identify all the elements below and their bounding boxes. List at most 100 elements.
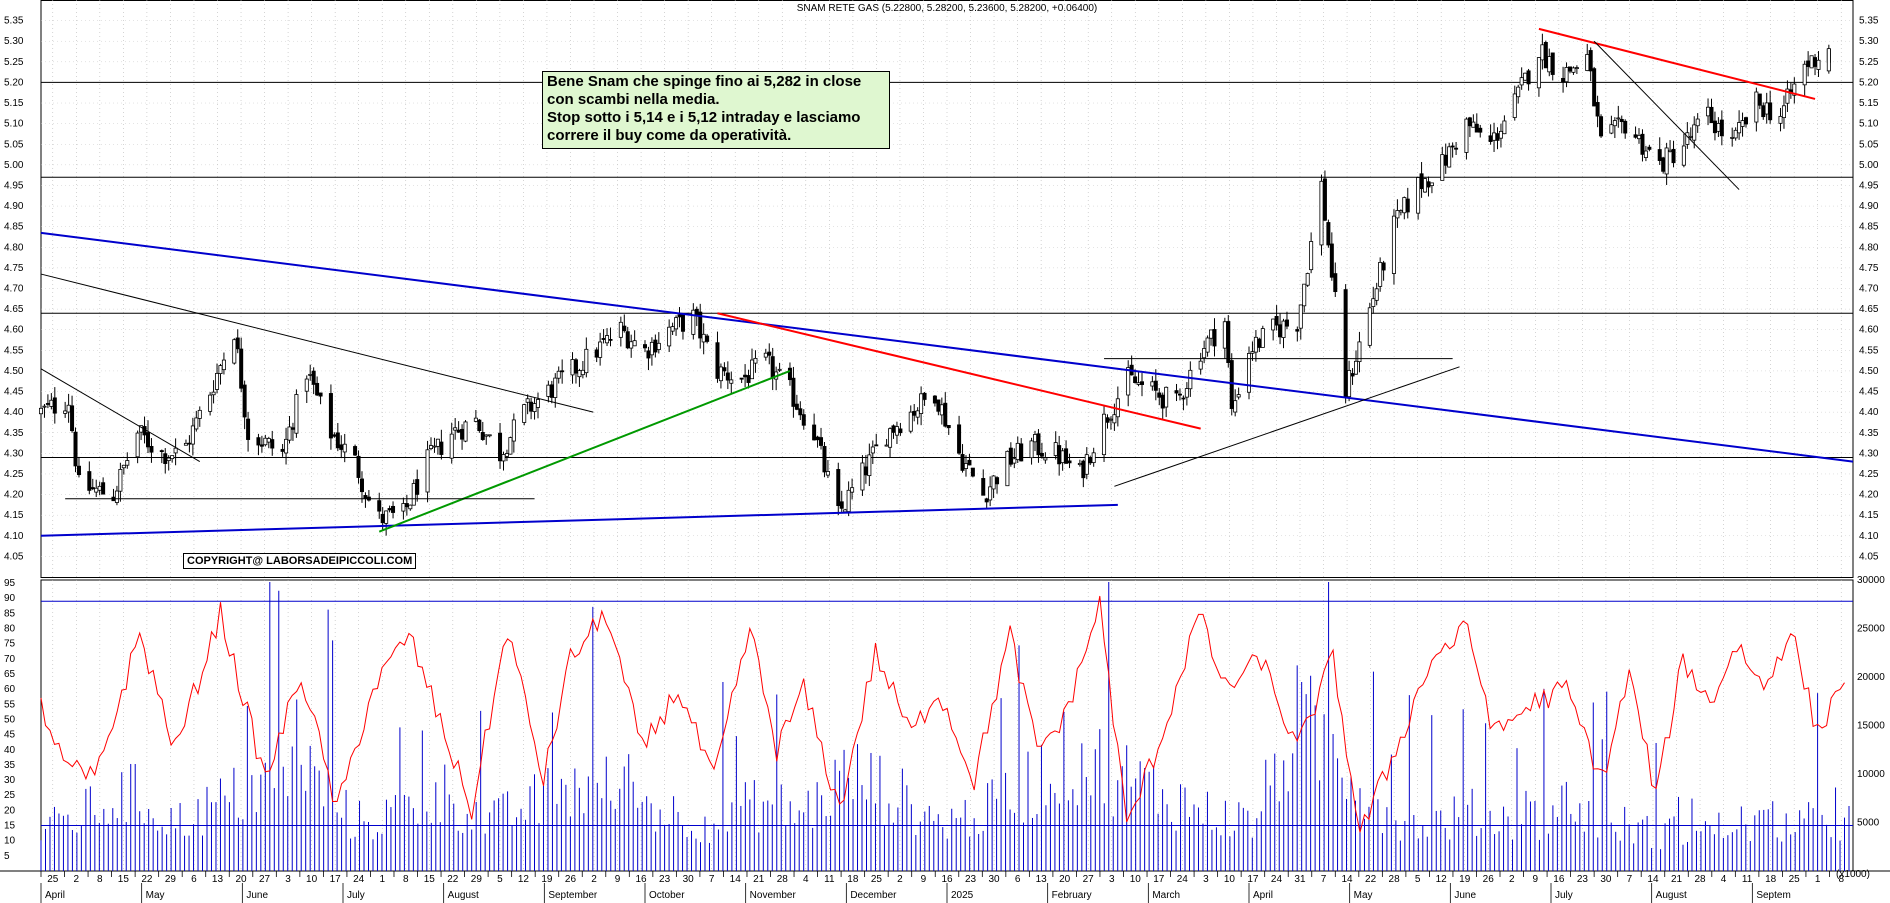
candle-body — [618, 321, 623, 338]
candle-body — [598, 341, 603, 358]
candle-body — [1616, 117, 1621, 120]
candle-body — [1112, 414, 1117, 424]
month-label: October — [649, 890, 685, 901]
candle-body — [121, 464, 126, 469]
day-tick-label: 5 — [497, 874, 503, 885]
candle-body — [73, 431, 78, 467]
candle-body — [701, 333, 706, 343]
candle-body — [536, 399, 541, 408]
candle-body — [791, 377, 796, 407]
candle-body — [957, 424, 962, 454]
candle-body — [529, 401, 534, 412]
chart-grid — [41, 0, 1853, 871]
candle-body — [1706, 106, 1711, 117]
candle-body — [1754, 91, 1759, 123]
candle-body — [1057, 445, 1062, 465]
candle-body — [1391, 215, 1396, 274]
month-label: 2025 — [951, 890, 974, 901]
candle-body — [94, 487, 99, 493]
candle-body — [787, 367, 792, 381]
candle-body — [970, 467, 975, 477]
day-tick-label: 2 — [897, 874, 903, 885]
volume-tick-label: 30000 — [1857, 575, 1885, 586]
day-tick-label: 11 — [824, 874, 835, 885]
candle-body — [1668, 149, 1673, 152]
candle-body — [1371, 298, 1376, 307]
candle-body — [45, 403, 50, 405]
candle-body — [922, 392, 927, 400]
candle-body — [888, 428, 893, 448]
day-tick-label: 7 — [1321, 874, 1327, 885]
candle-body — [1402, 197, 1407, 214]
day-tick-label: 13 — [212, 874, 224, 885]
candle-body — [52, 397, 57, 414]
candle-body — [284, 438, 289, 454]
trendline — [40, 273, 594, 413]
price-tick-label-right: 4.60 — [1859, 325, 1879, 336]
day-tick-label: 3 — [285, 874, 291, 885]
oscillator-tick-label: 95 — [4, 578, 16, 589]
candle-body — [1274, 315, 1279, 326]
price-tick-label-left: 4.60 — [4, 325, 24, 336]
candle-body — [211, 391, 216, 396]
day-tick-label: 8 — [97, 874, 103, 885]
candle-body — [1688, 135, 1693, 138]
candle-body — [743, 374, 748, 378]
candle-body — [963, 463, 968, 469]
candle-body — [1416, 177, 1421, 214]
candle-body — [553, 377, 558, 398]
note-line: con scambi nella media. — [547, 91, 720, 108]
candle-body — [1806, 60, 1811, 67]
candle-body — [643, 344, 648, 349]
candle-body — [66, 404, 71, 413]
oscillator-tick-label: 70 — [4, 654, 16, 665]
day-tick-label: 30 — [989, 874, 1001, 885]
candle-body — [984, 498, 989, 503]
candle-body — [1802, 63, 1807, 86]
candle-body — [1053, 442, 1058, 456]
day-tick-label: 4 — [1721, 874, 1727, 885]
candle-body — [166, 457, 171, 461]
candle-body — [1737, 122, 1742, 134]
day-tick-label: 25 — [47, 874, 59, 885]
day-tick-label: 29 — [165, 874, 177, 885]
candle-body — [315, 382, 320, 396]
price-tick-label-right: 4.80 — [1859, 242, 1879, 253]
candle-body — [746, 375, 751, 383]
day-tick-label: 6 — [1015, 874, 1021, 885]
month-label: August — [448, 890, 479, 901]
candle-body — [1429, 182, 1434, 187]
candle-body — [477, 419, 482, 432]
candle-body — [332, 434, 337, 437]
candle-body — [1202, 348, 1207, 359]
candle-body — [867, 454, 872, 477]
candle-body — [629, 341, 634, 349]
day-tick-label: 30 — [1600, 874, 1612, 885]
candle-body — [508, 437, 513, 455]
candle-body — [76, 465, 81, 476]
trendlines — [40, 27, 1854, 537]
candle-body — [1588, 50, 1593, 72]
day-tick-label: 9 — [921, 874, 927, 885]
candle-body — [801, 414, 806, 426]
candle-body — [1488, 135, 1493, 142]
day-tick-label: 24 — [1271, 874, 1283, 885]
candle-body — [1284, 319, 1289, 327]
candle-body — [1060, 450, 1065, 464]
candle-body — [1768, 102, 1773, 121]
day-tick-label: 10 — [1224, 874, 1236, 885]
trendline — [1538, 27, 1816, 100]
candle-body — [1064, 448, 1069, 464]
oscillator-line — [40, 595, 1845, 833]
volume-tick-label: 15000 — [1857, 721, 1885, 732]
month-label: July — [1555, 890, 1573, 901]
candle-body — [894, 426, 899, 436]
price-tick-label-right: 4.95 — [1859, 180, 1879, 191]
candle-body — [187, 442, 192, 445]
day-tick-label: 8 — [403, 874, 409, 885]
candle-body — [1661, 157, 1666, 172]
candle-body — [625, 331, 630, 349]
candle-body — [221, 359, 226, 371]
analysis-note: Bene Snam che spinge fino ai 5,282 in cl… — [542, 71, 890, 149]
day-tick-label: 24 — [353, 874, 365, 885]
